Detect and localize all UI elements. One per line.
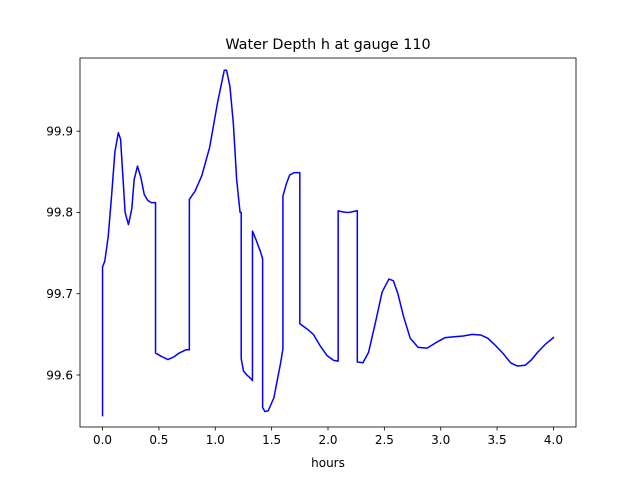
axes-layer: 0.0 0.5 1.0 1.5 2.0 2.5 3.0 3.5 4.0 99.6 99.7 99.8 9… xyxy=(46,57,577,447)
plot-area xyxy=(80,58,576,427)
x-tick-label: 0.5 xyxy=(149,433,168,447)
series-line-0 xyxy=(101,69,555,417)
chart-title: Water Depth h at gauge 110 xyxy=(225,37,430,53)
y-tick-label: 99.6 xyxy=(46,368,73,382)
x-axis-label: hours xyxy=(311,456,345,470)
x-tick-label: 3.0 xyxy=(431,433,450,447)
x-tick-label: 0.0 xyxy=(93,433,112,447)
series-layer xyxy=(101,69,555,417)
x-tick-label: 3.5 xyxy=(488,433,507,447)
y-tick-label: 99.7 xyxy=(46,287,73,301)
y-tick-label: 99.8 xyxy=(46,206,73,220)
y-tick-label: 99.9 xyxy=(46,124,73,138)
x-tick-label: 1.5 xyxy=(262,433,281,447)
x-tick-label: 1.0 xyxy=(206,433,225,447)
x-tick-label: 2.5 xyxy=(375,433,394,447)
x-tick-label: 4.0 xyxy=(544,433,563,447)
x-tick-label: 2.0 xyxy=(318,433,337,447)
